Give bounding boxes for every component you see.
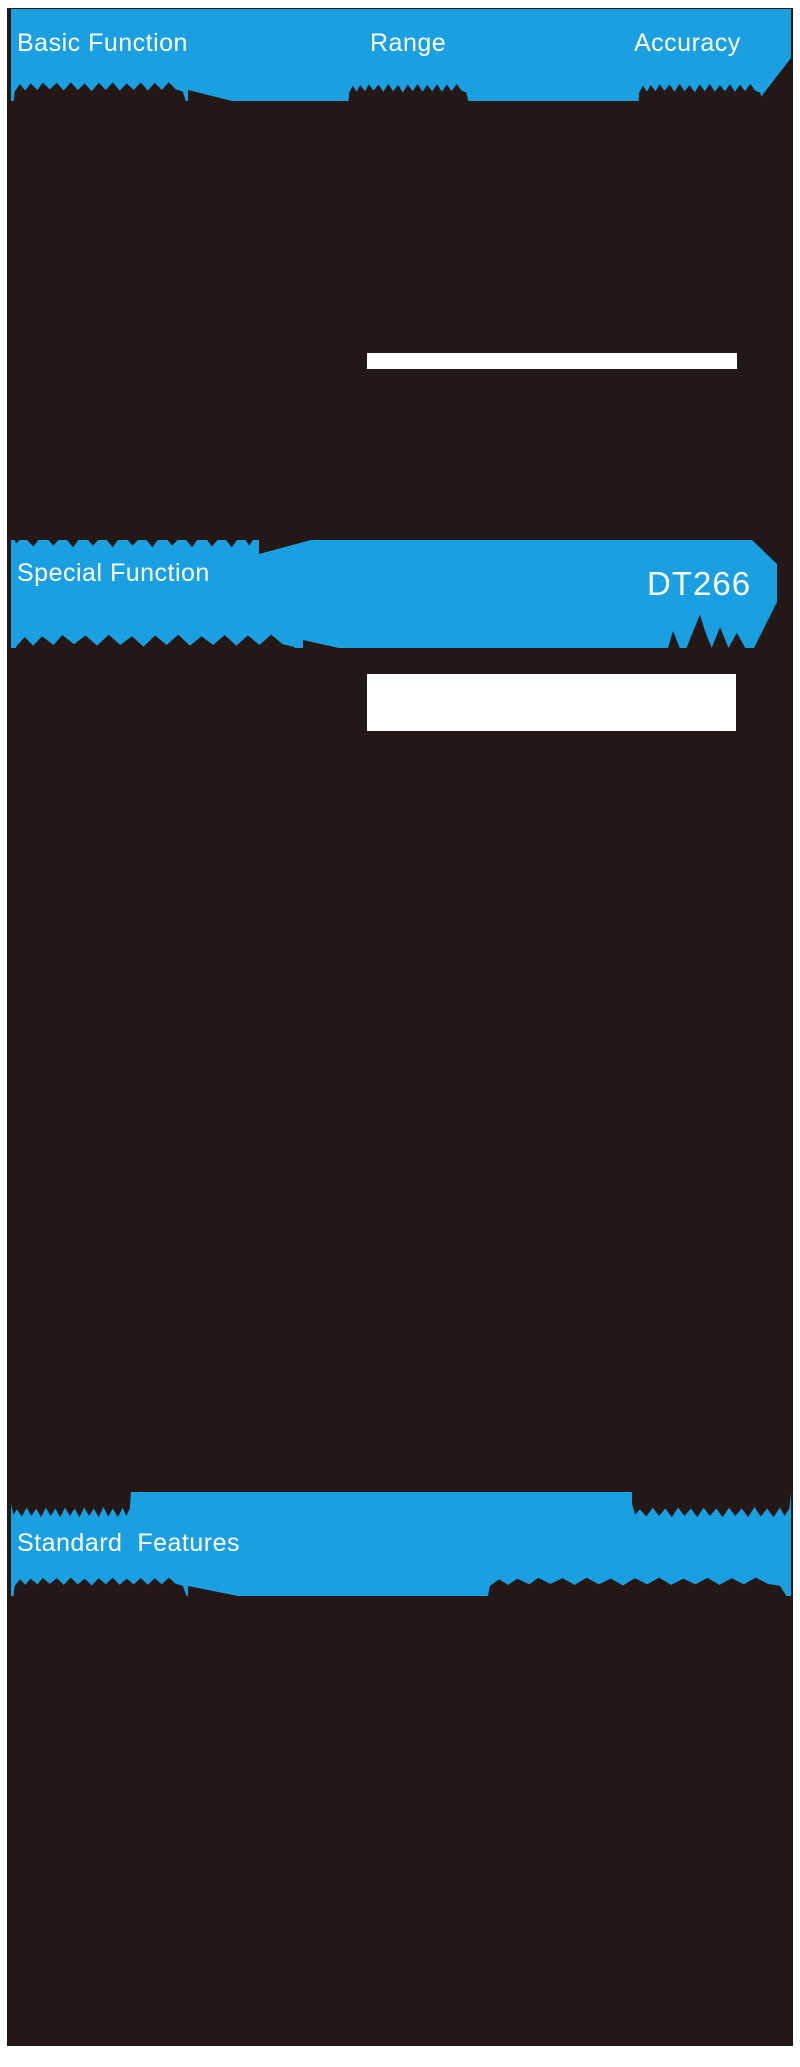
dark-content-field: [7, 8, 793, 2046]
white-redaction-bar-2: [367, 674, 736, 731]
obscured-row-text-silhouette: [487, 1577, 789, 1600]
model-number-header: DT266: [647, 565, 752, 602]
white-redaction-bar-1: [367, 353, 737, 369]
special-function-title: Special Function: [17, 559, 210, 587]
standard-features-title: Standard Features: [17, 1529, 241, 1557]
basic-function-title: Basic Function: [17, 29, 188, 57]
obscured-text-edge-silhouette: [303, 640, 348, 650]
range-column-header: Range: [370, 29, 447, 57]
obscured-text-edge-silhouette: [188, 1586, 238, 1596]
accuracy-column-header: Accuracy: [634, 29, 741, 57]
obscured-row-text-silhouette: [13, 1577, 188, 1600]
special-function-header-band: Special Function DT266: [11, 540, 777, 648]
